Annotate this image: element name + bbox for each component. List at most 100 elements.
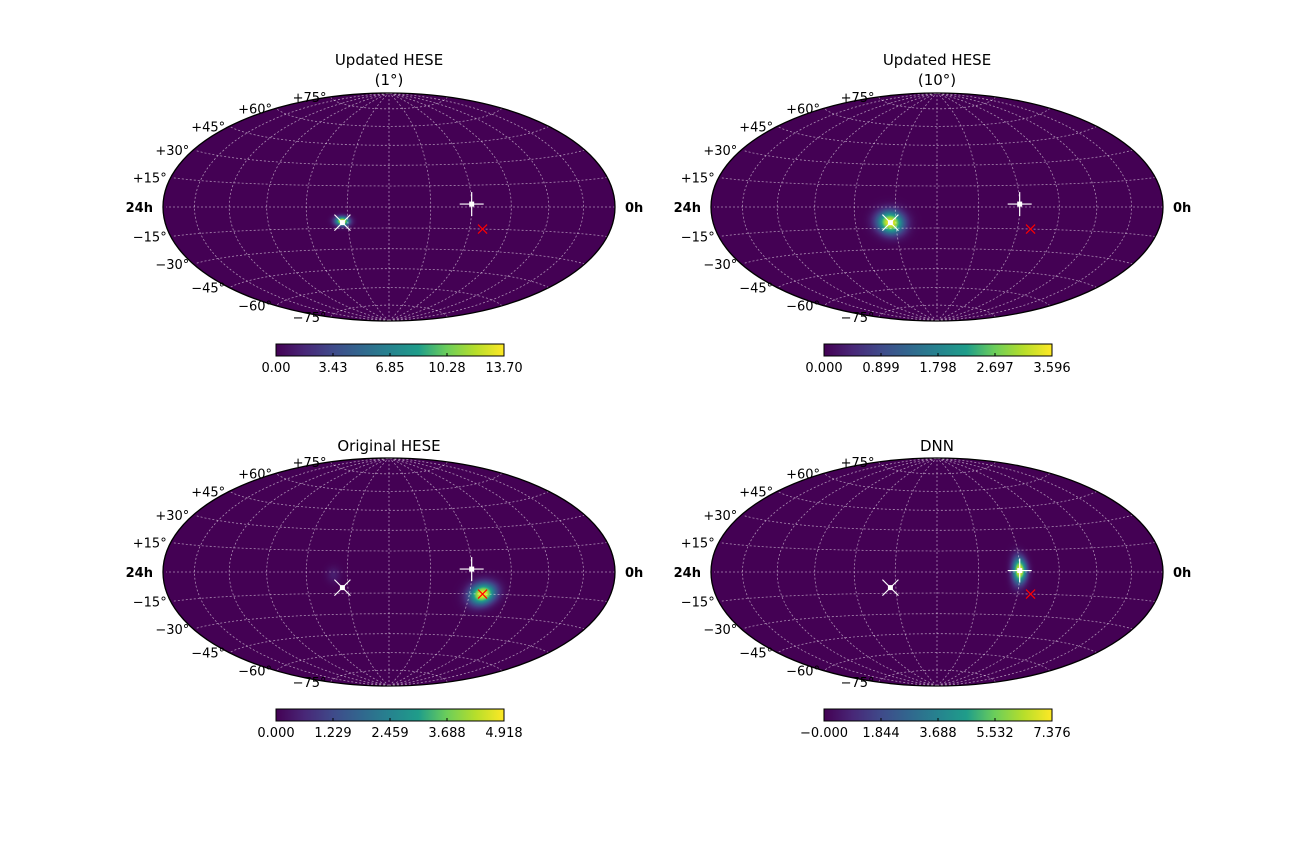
ra-gridline [388,93,585,321]
dec-tick-label: +75° [841,456,875,471]
dec-gridline [173,227,608,237]
dec-tick-label: −30° [703,623,737,638]
dec-tick-label: +60° [238,467,272,482]
panel-subtitle: (10°) [918,71,956,89]
colorbar-tick-label: 2.459 [371,726,408,741]
colorbar-tick-label: 13.70 [485,361,522,376]
colorbar-tick-label: 3.43 [319,361,348,376]
dec-gridline [230,126,549,146]
panel-title: Original HESE [337,437,440,455]
ra-label-left: 24h [126,566,153,581]
ra-gridline [305,458,390,686]
x-marker [333,214,351,232]
dec-gridline [173,542,608,552]
ra-gridline [936,458,1060,686]
ra-gridline [346,458,390,686]
x-marker [1025,589,1036,599]
dec-tick-label: −60° [238,300,272,315]
panel-title: DNN [920,437,954,455]
skymap-panel: DNN 24h 0h +75° +60° +45°+30° +15° −15° −30°−45°… [674,437,1192,741]
dec-tick-label: −15° [133,231,167,246]
dec-tick-label: −75° [293,676,327,691]
ra-gridline [388,458,585,686]
colorbar-tick-label: 7.376 [1033,726,1070,741]
skymap-panel: Original HESE 24h 0h +75° +60° +45°+30° +15° −1… [126,437,644,741]
dec-tick-label: −75° [293,311,327,326]
dec-tick-label: +60° [238,102,272,117]
colorbar-tick-label: 1.844 [862,726,899,741]
colorbar-tick-label: 0.00 [262,361,291,376]
x-marker [1025,224,1036,234]
ra-gridline [936,458,980,686]
panel-subtitle: (1°) [375,71,404,89]
colorbar-tick-label: 3.688 [428,726,465,741]
dec-tick-label: +30° [703,509,737,524]
colorbar-tick-label: 0.000 [257,726,294,741]
colorbar-tick-label: 1.798 [919,361,956,376]
colorbar-tick-label: 5.532 [976,726,1013,741]
plus-marker [459,192,484,217]
colorbar: 0.000 0.899 1.798 2.697 3.596 [805,343,1071,376]
dec-gridline [230,633,549,653]
ra-gridline [346,93,390,321]
dec-tick-label: +45° [739,120,773,135]
dec-gridline [721,227,1156,237]
colorbar-tick-label: 1.229 [314,726,351,741]
dec-tick-label: +15° [133,171,167,186]
plus-marker [1007,192,1032,217]
dec-tick-label: −30° [703,258,737,273]
dec-tick-label: +45° [191,485,225,500]
ra-gridline [193,93,390,321]
ra-label-right: 0h [625,566,643,581]
ra-gridline [388,93,432,321]
dec-gridline [878,96,996,110]
dec-tick-label: −45° [739,647,773,662]
ra-gridline [741,458,938,686]
dec-tick-label: −15° [681,231,715,246]
dec-tick-label: +15° [133,536,167,551]
dec-tick-label: −60° [786,665,820,680]
dec-tick-label: −75° [841,311,875,326]
dec-tick-label: +60° [786,102,820,117]
colorbar-tick-label: 0.000 [805,361,842,376]
ra-gridline [936,93,1133,321]
colorbar: −0.000 1.844 3.688 5.532 7.376 [800,708,1071,741]
ra-label-left: 24h [674,201,701,216]
dec-tick-label: +45° [191,120,225,135]
dec-tick-label: −45° [191,282,225,297]
dec-tick-label: −45° [191,647,225,662]
ra-gridline [853,458,938,686]
ra-gridline [936,93,1060,321]
ra-label-right: 0h [625,201,643,216]
dec-gridline [721,542,1156,552]
dec-tick-label: −30° [155,258,189,273]
panel-title: Updated HESE [335,51,443,69]
dec-gridline [230,268,549,288]
colorbar: 0.00 3.43 6.85 10.28 13.70 [262,343,523,376]
graticule [714,458,1163,686]
dec-gridline [778,268,1097,288]
x-marker [477,589,488,599]
ra-label-left: 24h [674,566,701,581]
dec-gridline [330,461,448,475]
x-marker [333,579,351,597]
x-marker [477,224,488,234]
ra-label-right: 0h [1173,566,1191,581]
ra-gridline [853,93,938,321]
ra-gridline [388,458,432,686]
colorbar-tick-label: 4.918 [485,726,522,741]
graticule [714,93,1163,321]
dec-tick-label: +75° [841,91,875,106]
dec-tick-label: +60° [786,467,820,482]
ra-gridline [936,93,980,321]
dec-gridline [330,96,448,110]
dec-gridline [878,461,996,475]
dec-gridline [173,592,608,602]
dec-tick-label: +30° [703,144,737,159]
ra-gridline [741,93,938,321]
dec-tick-label: +75° [293,456,327,471]
dec-gridline [778,126,1097,146]
dec-gridline [778,491,1097,511]
colorbar-tick-label: 3.688 [919,726,956,741]
